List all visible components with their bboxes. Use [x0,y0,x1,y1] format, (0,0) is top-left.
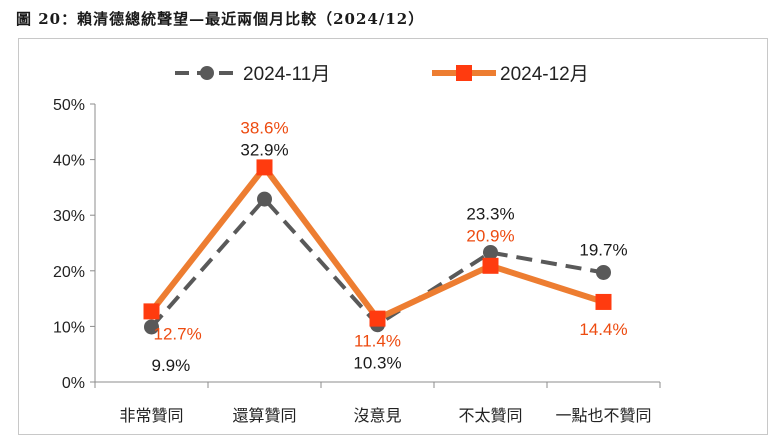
series-1-marker [144,319,159,335]
y-tick-label: 40% [53,153,85,170]
x-tick-label: 非常贊同 [119,407,183,425]
data-label-series-1: 32.9% [240,140,288,159]
data-label-series-2: 12.7% [154,324,202,343]
x-tick-label: 沒意見 [353,406,401,425]
series-1-marker [257,191,272,207]
chart-legend: 2024-11月 2024-12月 [175,64,589,85]
y-tick-label: 20% [53,264,85,281]
legend-marker-2 [456,65,472,81]
series-2-marker [369,310,386,327]
series-line-2 [148,164,607,322]
y-tick-label: 50% [53,97,85,114]
data-label-series-2: 11.4% [354,332,401,351]
y-tick-label: 0% [62,375,85,392]
data-label-series-1: 10.3% [353,354,401,373]
legend-label-2: 2024-12月 [500,64,589,85]
data-label-series-1: 23.3% [466,204,514,223]
data-label-series-2: 20.9% [466,226,514,245]
chart-axes: 0% 10% 20% 30% 40% 50% 非常贊同 還算贊同 沒意見 不太贊同 一點也不贊同 [53,97,661,425]
legend-marker-1 [200,66,214,80]
data-labels: 9.9% 12.7% 32.9% 38.6% 10.3% 11.4% 23.3% 20.9% 1… [152,118,628,375]
x-tick-label: 還算贊同 [232,406,296,425]
series-1-marker [596,264,611,280]
series-layer [143,159,612,335]
chart-frame [18,38,768,435]
data-label-series-1: 19.7% [579,240,627,259]
x-tick-label: 一點也不贊同 [555,407,651,425]
series-2-marker [595,293,612,310]
series-1-marker [483,244,498,260]
figure-title: 圖 20：賴清德總統聲望—最近兩個月比較（2024/12） [16,10,425,28]
data-label-series-2: 38.6% [240,118,288,137]
y-tick-label: 10% [53,319,85,336]
series-2-marker [256,159,273,176]
data-label-series-1: 9.9% [152,356,191,375]
series-2-marker [143,303,160,320]
series-line-1 [150,197,604,329]
y-tick-label: 30% [53,208,85,225]
series-2-marker [482,257,499,274]
x-tick-label: 不太贊同 [458,407,522,425]
data-label-series-2: 14.4% [579,320,627,339]
legend-label-1: 2024-11月 [243,64,330,85]
